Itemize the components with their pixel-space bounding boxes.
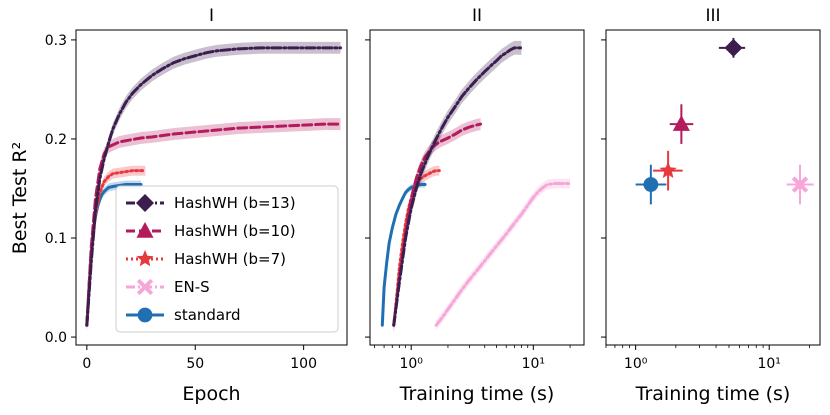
series-line-b10: [85, 122, 342, 327]
legend-item-ens: EN-S: [126, 278, 210, 296]
series-band-b13: [393, 40, 522, 333]
legend-item-standard: standard: [126, 306, 241, 324]
legend-box: [115, 185, 339, 333]
panel-title: III: [705, 6, 720, 26]
legend-label: EN-S: [174, 278, 210, 296]
plot-area: [380, 40, 572, 333]
point-b7: [659, 161, 677, 178]
point-b13: [724, 38, 743, 57]
series-line-ens: [434, 182, 572, 327]
y-axis-label: Best Test R²: [9, 142, 31, 254]
series-band-b10: [86, 118, 341, 332]
y-tick-label: 0.2: [45, 132, 67, 148]
x-tick-label: 10⁰: [399, 356, 423, 372]
x-tick-label: 0: [82, 356, 91, 372]
legend-item-b13: HashWH (b=13): [126, 194, 296, 212]
x-tick-label: 50: [186, 356, 204, 372]
legend-marker-x: [136, 278, 154, 296]
legend-label: HashWH (b=10): [174, 222, 296, 240]
series-line-b13: [392, 46, 523, 327]
x-tick-label: 10¹: [522, 356, 545, 372]
x-axis-label: Training time (s): [635, 383, 791, 405]
legend-marker-triangle: [136, 222, 154, 238]
panel-1: I 0.0 0.1 0.2 0.3 0 50 100 Epoch: [45, 6, 348, 405]
plot-area: [635, 37, 814, 205]
legend-label: HashWH (b=13): [174, 194, 296, 212]
x-axis-label: Training time (s): [399, 383, 555, 405]
legend-label: HashWH (b=7): [174, 250, 286, 268]
panel-2: II 10⁰ 10¹ Training time (s): [365, 6, 585, 405]
legend-label: standard: [174, 306, 241, 324]
x-tick-label: 10¹: [757, 356, 780, 372]
legend-item-b7: HashWH (b=7): [126, 250, 286, 268]
legend-marker-diamond: [136, 194, 154, 212]
legend: HashWH (b=13) HashWH (b=10) HashWH (b=7) EN…: [115, 185, 339, 333]
panel-title: II: [472, 6, 482, 26]
x-tick-label: 100: [290, 356, 317, 372]
axes-frame: [605, 29, 821, 346]
legend-item-b10: HashWH (b=10): [126, 222, 296, 240]
x-tick-label: 10⁰: [624, 356, 648, 372]
panel-3: III 10⁰ 10¹ Training time (s): [601, 6, 821, 405]
legend-marker-star: [136, 250, 154, 267]
plot-area: [85, 41, 342, 332]
point-b10: [672, 115, 690, 131]
series-band-ens: [436, 178, 571, 331]
legend-marker-circle: [137, 307, 153, 323]
point-ens: [791, 176, 809, 193]
axes-frame: [369, 29, 585, 346]
panel-title: I: [209, 6, 214, 26]
y-tick-label: 0.3: [45, 33, 67, 49]
y-tick-label: 0.1: [45, 231, 67, 247]
series-line-b13: [85, 46, 342, 327]
point-standard: [643, 177, 659, 192]
y-tick-label: 0.0: [45, 330, 67, 346]
axes-frame: [75, 29, 348, 346]
x-axis-label: Epoch: [182, 383, 240, 405]
